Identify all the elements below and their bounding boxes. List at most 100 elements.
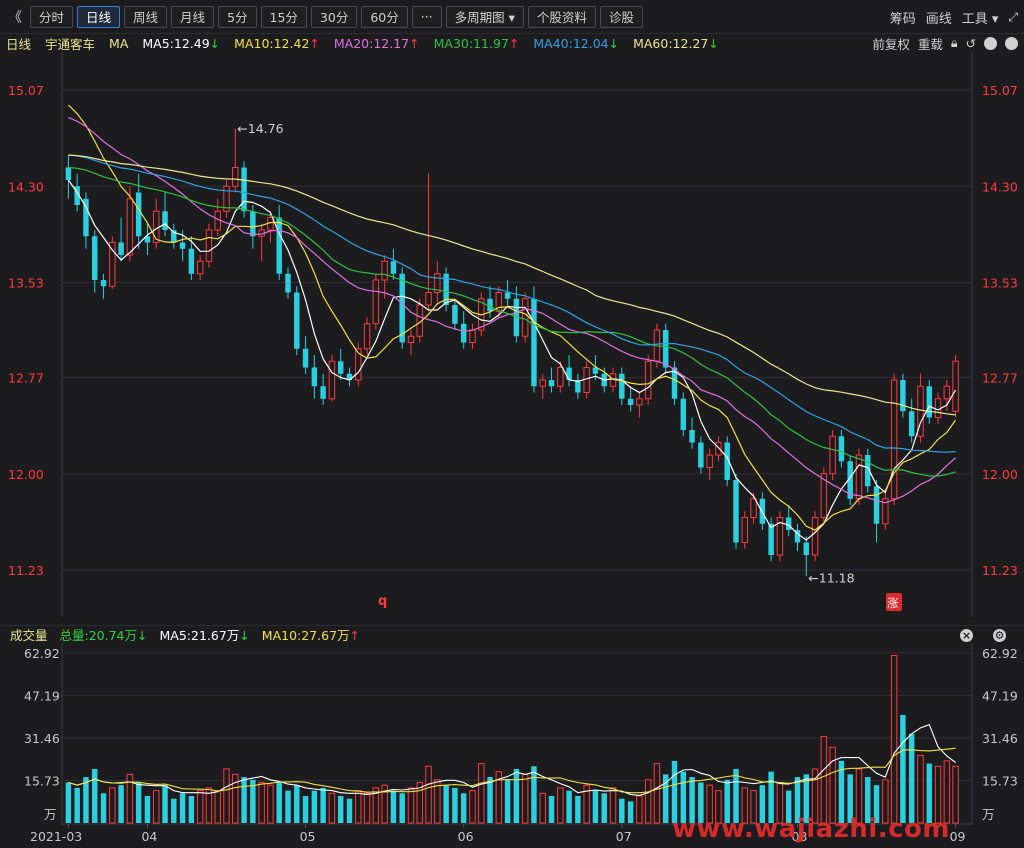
volume-bar-up bbox=[126, 773, 134, 824]
candle-body-up bbox=[855, 454, 863, 500]
candle-body-down bbox=[285, 273, 291, 293]
volume-info-bar: 成交量 总量:20.74万↓ MA5:21.67万↓ MA10:27.67万↑ … bbox=[0, 625, 1024, 643]
candle-body-down bbox=[311, 367, 318, 387]
candle-body-up bbox=[890, 379, 898, 500]
candle-body-down bbox=[399, 273, 405, 343]
volume-bar-up bbox=[495, 771, 503, 824]
candle-body-down bbox=[92, 236, 98, 280]
volume-label[interactable]: 成交量 bbox=[10, 628, 48, 643]
close-icon[interactable]: × bbox=[960, 628, 973, 642]
volume-bar-down bbox=[487, 777, 493, 823]
volume-bar-up bbox=[609, 787, 617, 824]
volume-bar-down bbox=[162, 785, 168, 823]
tab-7[interactable]: 60分 bbox=[361, 5, 408, 28]
candle-body-up bbox=[223, 185, 230, 212]
candle-body-down bbox=[838, 436, 845, 462]
zoom-out-icon[interactable]: − bbox=[1005, 35, 1018, 51]
candle-body-down bbox=[873, 486, 880, 524]
info-right-controls: 前复权 重载 🔒︎ ↺ + − bbox=[872, 34, 1018, 52]
volume-bar-down bbox=[294, 785, 300, 823]
lock-icon[interactable]: 🔒︎ bbox=[950, 35, 958, 50]
volume-bar-up bbox=[363, 792, 371, 824]
candle-body-up bbox=[109, 242, 116, 287]
adjust-button[interactable]: 前复权 bbox=[872, 36, 910, 52]
zoom-in-icon[interactable]: + bbox=[984, 35, 997, 51]
tab-8[interactable]: ··· bbox=[411, 5, 442, 28]
volume-ma5: MA5:21.67万↓ bbox=[160, 625, 250, 644]
volume-bar-down bbox=[513, 768, 520, 823]
candle-body-down bbox=[504, 292, 511, 299]
tab-4[interactable]: 5分 bbox=[218, 5, 257, 28]
ma60-line bbox=[68, 154, 956, 416]
candle-body-down bbox=[443, 273, 449, 305]
candle-body-up bbox=[407, 335, 415, 343]
candle-body-down bbox=[908, 411, 915, 437]
reload-button[interactable]: 重载 bbox=[917, 36, 943, 52]
up-arrow-icon: ↑ bbox=[309, 35, 320, 51]
back-button[interactable]: 《 bbox=[8, 9, 22, 26]
ma20-value: MA20:12.17↑ bbox=[334, 36, 420, 51]
volume-bar-down bbox=[179, 793, 186, 823]
tab-1[interactable]: 日线 bbox=[77, 5, 121, 28]
volume-bar-down bbox=[865, 777, 871, 823]
volume-chart[interactable]: 62.92 62.92 47.19 47.19 31.46 31.46 15.73 15.73… bbox=[0, 643, 1024, 848]
ma20-text: MA20:12.17 bbox=[333, 35, 410, 51]
volume-bar-down bbox=[768, 771, 774, 823]
volume-bar-up bbox=[267, 784, 274, 824]
volume-bar-up bbox=[715, 790, 722, 824]
indicator-name[interactable]: MA bbox=[109, 35, 129, 51]
candle-body-up bbox=[557, 367, 564, 387]
candle-body-down bbox=[785, 517, 792, 530]
volume-bar-up bbox=[214, 790, 221, 824]
volume-ma10-text: MA10:27.67万 bbox=[261, 628, 350, 643]
candle-body-up bbox=[952, 360, 959, 412]
volume-bar-down bbox=[390, 790, 397, 823]
tab-2[interactable]: 周线 bbox=[124, 5, 168, 28]
volume-bar-up bbox=[811, 768, 819, 824]
volume-bar-down bbox=[592, 790, 599, 823]
candle-body-up bbox=[232, 167, 239, 187]
tools-menu[interactable]: 工具 ▾ bbox=[961, 11, 999, 27]
x-label: 2021-03 bbox=[30, 829, 82, 844]
volume-bar-up bbox=[223, 768, 230, 824]
volume-bar-down bbox=[531, 766, 537, 823]
volume-bar-up bbox=[434, 779, 441, 824]
tab-6[interactable]: 30分 bbox=[310, 5, 358, 28]
volume-bar-down bbox=[320, 787, 326, 823]
settings-icon[interactable]: ⚙ bbox=[993, 628, 1006, 642]
volume-bar-down bbox=[838, 760, 845, 823]
x-label: 05 bbox=[300, 829, 316, 844]
candle-body-down bbox=[724, 442, 730, 480]
volume-bar-down bbox=[759, 785, 766, 823]
ma5-text: MA5:12.49 bbox=[142, 35, 210, 51]
chip-button[interactable]: 筹码 bbox=[889, 11, 916, 27]
tab-3[interactable]: 月线 bbox=[171, 5, 215, 28]
candle-body-down bbox=[768, 523, 774, 555]
candle-body-down bbox=[65, 167, 72, 180]
tab-0[interactable]: 分时 bbox=[30, 5, 74, 28]
fullscreen-icon[interactable]: ⤢ bbox=[1008, 9, 1018, 24]
tab-11[interactable]: 诊股 bbox=[599, 5, 643, 28]
price-tick-right: 14.30 bbox=[982, 179, 1018, 194]
stock-name[interactable]: 宇通客车 bbox=[45, 36, 96, 52]
tab-5[interactable]: 15分 bbox=[260, 5, 307, 28]
vol-tick-right: 47.19 bbox=[982, 689, 1018, 704]
candle-body-down bbox=[135, 192, 142, 237]
draw-line-button[interactable]: 画线 bbox=[925, 11, 952, 27]
candle-body-down bbox=[663, 330, 669, 368]
price-tick-right: 13.53 bbox=[982, 276, 1018, 291]
tab-9[interactable]: 多周期图 ▾ bbox=[445, 5, 524, 28]
vol-ma10-line bbox=[68, 747, 956, 794]
vol-tick-left: 15.73 bbox=[24, 774, 60, 789]
volume-bar-down bbox=[575, 795, 581, 823]
volume-right-controls: × ⚙ bbox=[960, 626, 1018, 644]
candle-body-down bbox=[74, 186, 80, 205]
ma10-line bbox=[67, 104, 957, 531]
undo-icon[interactable]: ↺ bbox=[965, 35, 976, 51]
candle-body-down bbox=[680, 398, 687, 430]
ma30-text: MA30:11.97 bbox=[433, 35, 509, 51]
period-tabs: 分时 日线 周线 月线 5分 15分 30分 60分 ··· 多周期图 ▾ 个股资料 诊股 bbox=[30, 5, 647, 28]
candle-body-down bbox=[452, 305, 458, 324]
price-chart[interactable]: 15.07 15.07 14.30 14.30 13.53 13.53 12.77 12.77… bbox=[0, 52, 1024, 624]
tab-10[interactable]: 个股资料 bbox=[527, 5, 596, 28]
